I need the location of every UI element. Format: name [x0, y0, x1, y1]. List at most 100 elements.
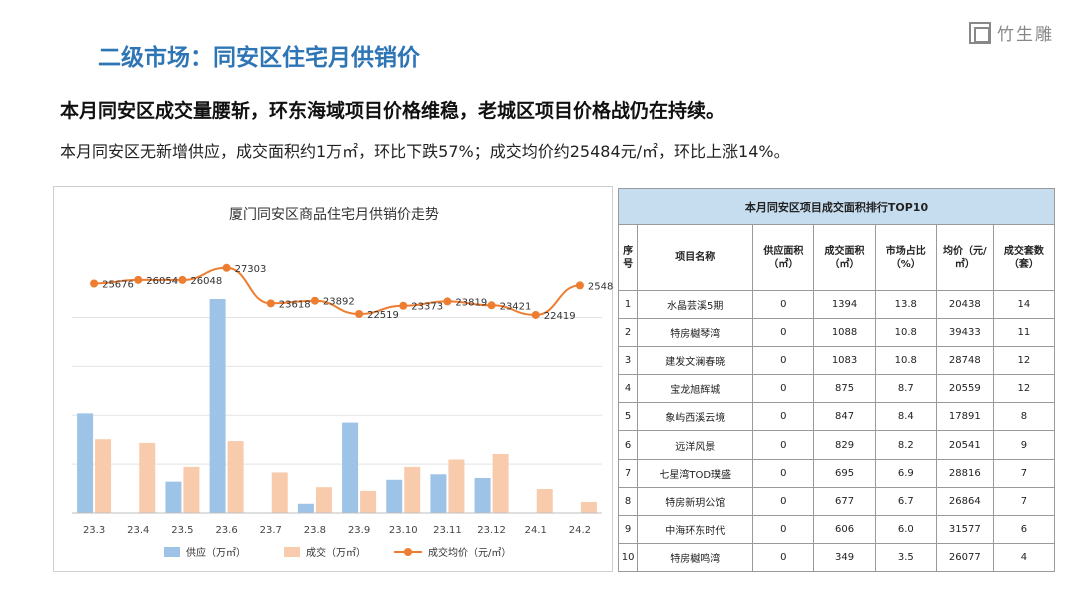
table-title: 本月同安区项目成交面积排行TOP10 [618, 188, 1055, 225]
cell-deal-area: 606 [813, 514, 876, 544]
cell-project-name: 象屿西溪云境 [637, 402, 754, 432]
x-tick-label: 24.1 [525, 525, 547, 536]
deal-bar [271, 472, 288, 513]
cell-market-share: 8.2 [874, 430, 937, 460]
cell-deal-area: 1088 [813, 318, 876, 348]
cell-project-name: 七星湾TOD璞盛 [637, 458, 754, 488]
cell-deal-area: 829 [813, 430, 876, 460]
cell-rank: 4 [617, 374, 639, 404]
table-row: 2 特房樾琴湾 0 1088 10.8 39433 11 [617, 318, 1056, 348]
legend-price-marker [404, 548, 412, 556]
header-supply-area: 供应面积（㎡） [752, 224, 815, 291]
legend-deal-label: 成交（万㎡） [306, 546, 366, 559]
table-row: 4 宝龙旭辉城 0 875 8.7 20559 12 [617, 374, 1056, 404]
price-data-label: 22419 [544, 311, 576, 322]
cell-avg-price: 26077 [935, 542, 994, 573]
cell-project-name: 中海环东时代 [637, 514, 754, 544]
table-header-row: 序号 项目名称 供应面积（㎡） 成交面积（㎡） 市场占比（%） 均价（元/㎡） 成交套数（套… [617, 224, 1056, 291]
cell-rank: 9 [617, 514, 639, 544]
legend-deal-swatch [284, 547, 300, 557]
logo-text: 竹生雕 [997, 25, 1054, 45]
cell-deal-units: 7 [992, 486, 1056, 516]
price-point [134, 275, 143, 284]
supply-bar [209, 299, 226, 513]
x-tick-label: 23.5 [171, 525, 193, 536]
cell-avg-price: 28816 [935, 458, 994, 488]
cell-avg-price: 20438 [935, 289, 994, 320]
supply-bar [430, 474, 447, 513]
cell-project-name: 水晶芸溪5期 [637, 289, 754, 320]
price-data-label: 26054 [146, 276, 178, 287]
cell-rank: 3 [617, 346, 639, 376]
table-row: 3 建发文澜春晓 0 1083 10.8 28748 12 [617, 346, 1056, 376]
header-deal-area: 成交面积（㎡） [813, 224, 876, 291]
header-deal-units: 成交套数（套） [992, 224, 1056, 291]
cell-rank: 8 [617, 486, 639, 516]
brand-logo: 竹生雕 [969, 20, 1054, 45]
price-point [531, 310, 540, 319]
cell-deal-area: 1083 [813, 346, 876, 376]
legend-supply-swatch [164, 547, 180, 557]
supply-bar [342, 422, 359, 513]
cell-rank: 7 [617, 458, 639, 488]
cell-deal-area: 1394 [813, 289, 876, 320]
price-point [443, 297, 452, 306]
deal-bar [360, 490, 377, 513]
deal-bar [580, 501, 597, 513]
cell-project-name: 远洋风景 [637, 430, 754, 460]
cell-rank: 1 [617, 289, 639, 320]
table-row: 10 特房樾鸣湾 0 349 3.5 26077 4 [617, 542, 1056, 573]
cell-market-share: 8.4 [874, 402, 937, 432]
price-data-label: 23819 [455, 297, 487, 308]
subline: 本月同安区无新增供应，成交面积约1万㎡，环比下跌57%；成交均价约25484元/… [60, 142, 790, 161]
supply-bar [77, 413, 94, 513]
deal-bar [315, 487, 332, 513]
table-row: 1 水晶芸溪5期 0 1394 13.8 20438 14 [617, 289, 1056, 320]
supply-bar [297, 503, 314, 513]
cell-deal-units: 4 [992, 542, 1056, 573]
cell-supply-area: 0 [752, 542, 815, 573]
top10-table-panel: 本月同安区项目成交面积排行TOP10 序号 项目名称 供应面积（㎡） 成交面积（㎡）市… [617, 188, 1056, 573]
slide-title: 二级市场：同安区住宅月供销价 [98, 45, 420, 71]
table-row: 5 象屿西溪云境 0 847 8.4 17891 8 [617, 402, 1056, 432]
cell-avg-price: 20541 [935, 430, 994, 460]
price-point [178, 275, 187, 284]
x-tick-label: 23.4 [127, 525, 149, 536]
cell-supply-area: 0 [752, 402, 815, 432]
price-point [355, 309, 364, 318]
x-tick-label: 23.12 [477, 525, 506, 536]
x-tick-label: 23.11 [433, 525, 462, 536]
cell-deal-area: 677 [813, 486, 876, 516]
deal-bar [448, 459, 465, 513]
cell-rank: 10 [617, 542, 639, 573]
deal-bar [183, 466, 200, 513]
price-data-label: 23373 [411, 302, 443, 313]
price-point [310, 296, 319, 305]
supply-bar [386, 479, 403, 513]
cell-project-name: 建发文澜春晓 [637, 346, 754, 376]
price-point [266, 299, 275, 308]
price-point [575, 281, 584, 290]
cell-avg-price: 39433 [935, 318, 994, 348]
cell-project-name: 宝龙旭辉城 [637, 374, 754, 404]
cell-deal-area: 695 [813, 458, 876, 488]
cell-market-share: 6.0 [874, 514, 937, 544]
cell-deal-units: 11 [992, 318, 1056, 348]
supply-bar [474, 477, 491, 513]
cell-avg-price: 31577 [935, 514, 994, 544]
cell-supply-area: 0 [752, 318, 815, 348]
cell-market-share: 10.8 [874, 346, 937, 376]
cell-supply-area: 0 [752, 486, 815, 516]
deal-bar [227, 441, 244, 513]
legend-price-label: 成交均价（元/㎡） [428, 546, 511, 559]
cell-market-share: 3.5 [874, 542, 937, 573]
cell-deal-area: 875 [813, 374, 876, 404]
cell-supply-area: 0 [752, 289, 815, 320]
price-point [487, 301, 496, 310]
table-row: 7 七星湾TOD璞盛 0 695 6.9 28816 7 [617, 458, 1056, 488]
cell-avg-price: 17891 [935, 402, 994, 432]
x-tick-label: 23.6 [215, 525, 237, 536]
cell-supply-area: 0 [752, 458, 815, 488]
cell-deal-units: 8 [992, 402, 1056, 432]
price-data-label: 23618 [279, 299, 311, 310]
